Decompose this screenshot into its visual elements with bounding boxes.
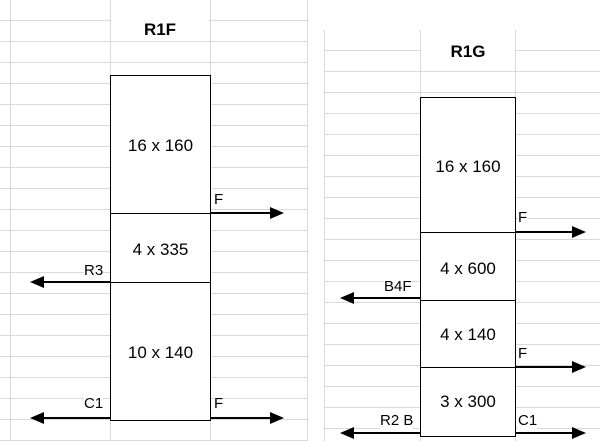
left-f-lower-label: F bbox=[214, 395, 224, 412]
right-r2b-label: R2 B bbox=[380, 412, 414, 429]
left-column-box bbox=[110, 75, 211, 421]
column-gridline bbox=[324, 30, 325, 441]
right-b4f-label: B4F bbox=[384, 278, 412, 295]
right-diagram-title: R1G bbox=[421, 42, 515, 62]
right-section-1-label: 16 x 160 bbox=[435, 157, 501, 176]
left-section-bottom-label: 10 x 140 bbox=[127, 343, 194, 362]
left-section-divider bbox=[110, 213, 211, 214]
left-section-middle-label: 4 x 335 bbox=[132, 240, 189, 259]
column-gridline bbox=[10, 0, 11, 441]
right-section-divider bbox=[420, 300, 516, 301]
right-section-4-label: 3 x 300 bbox=[440, 392, 496, 411]
right-c1-label: C1 bbox=[518, 412, 538, 429]
left-c1-label: C1 bbox=[84, 395, 104, 412]
column-gridline bbox=[307, 0, 308, 441]
right-f-upper-label: F bbox=[518, 209, 528, 226]
left-f-upper-label: F bbox=[214, 191, 224, 208]
left-r3-label: R3 bbox=[84, 262, 104, 279]
right-f-middle-label: F bbox=[518, 345, 528, 362]
right-section-2-label: 4 x 600 bbox=[440, 259, 496, 278]
left-section-divider bbox=[110, 282, 211, 283]
right-column-box bbox=[420, 97, 516, 437]
right-section-divider bbox=[420, 232, 516, 233]
left-section-top-label: 16 x 160 bbox=[127, 136, 194, 155]
right-section-divider bbox=[420, 367, 516, 368]
right-section-3-label: 4 x 140 bbox=[440, 325, 496, 344]
left-diagram-title: R1F bbox=[111, 20, 209, 40]
